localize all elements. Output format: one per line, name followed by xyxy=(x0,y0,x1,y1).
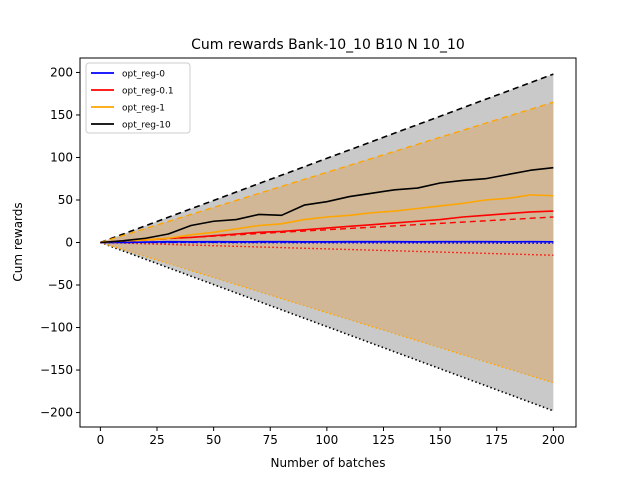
lower-bound-opt-reg-1 xyxy=(100,241,554,384)
lower-bound-opt-reg-10 xyxy=(100,241,554,412)
x-tick-label: 50 xyxy=(206,433,221,447)
plot-area xyxy=(100,73,554,412)
legend-label-opt-reg-0-1: opt_reg-0.1 xyxy=(122,87,174,97)
upper-bound-opt-reg-10 xyxy=(100,73,554,244)
upper-bound-opt-reg-1 xyxy=(100,101,554,244)
y-tick-label: 200 xyxy=(50,65,73,79)
y-tick-label: −100 xyxy=(40,321,73,335)
x-tick-label: 125 xyxy=(372,433,395,447)
x-tick-label: 175 xyxy=(485,433,508,447)
legend-label-opt-reg-0: opt_reg-0 xyxy=(122,70,165,80)
y-tick-label: 150 xyxy=(50,108,73,122)
series-line-opt-reg-10 xyxy=(100,166,554,244)
legend-box xyxy=(85,62,191,134)
lower-bound-opt-reg-0 xyxy=(100,241,554,245)
y-tick-label: 50 xyxy=(58,193,73,207)
x-axis-label: Number of batches xyxy=(271,456,386,470)
series-line-opt-reg-0 xyxy=(100,240,554,244)
x-tick-label: 0 xyxy=(97,433,105,447)
x-tick-label: 100 xyxy=(315,433,338,447)
series-line-opt-reg-1 xyxy=(100,194,554,244)
y-tick-label: 0 xyxy=(65,236,73,250)
y-axis-label: Cum rewards xyxy=(11,202,25,281)
legend-label-opt-reg-1: opt_reg-1 xyxy=(122,104,165,114)
legend: opt_reg-0 opt_reg-0.1 opt_reg-1 opt_reg-10 xyxy=(85,62,191,134)
y-tick-label: 100 xyxy=(50,150,73,164)
x-tick-label: 25 xyxy=(149,433,164,447)
legend-label-opt-reg-10: opt_reg-10 xyxy=(122,121,171,131)
series-line-opt-reg-0-1 xyxy=(100,210,554,244)
y-tick-label: −200 xyxy=(40,406,73,420)
y-tick-label: −50 xyxy=(48,278,73,292)
axes: 0 25 50 75 100 125 150 175 200 −200 −150 −100 −50 0 50… xyxy=(40,65,565,447)
x-tick-label: 75 xyxy=(263,433,278,447)
x-tick-label: 150 xyxy=(429,433,452,447)
y-tick-label: −150 xyxy=(40,363,73,377)
chart-title: Cum rewards Bank-10_10 B10 N 10_10 xyxy=(191,37,465,53)
x-tick-label: 200 xyxy=(542,433,565,447)
